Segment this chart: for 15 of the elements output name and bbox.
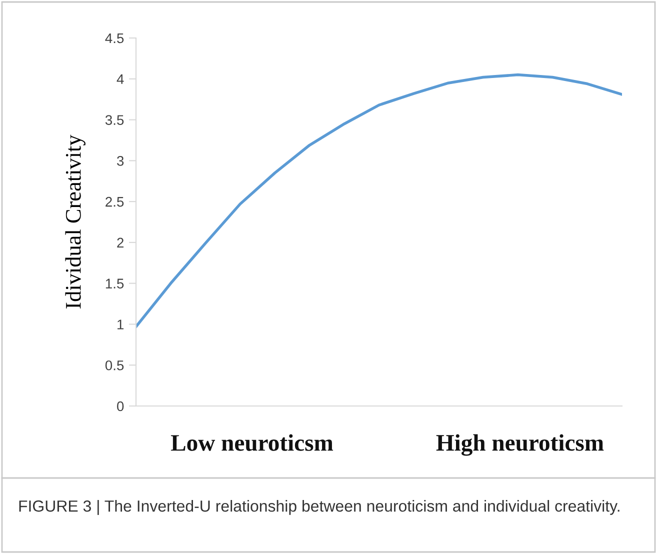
y-tick-label: 0	[117, 401, 124, 412]
y-tick-label: 1	[118, 320, 124, 330]
y-tick-label: 2	[117, 238, 124, 248]
y-tick-label: 2.5	[106, 196, 124, 207]
y-axis-title: Idividual Creativity	[65, 134, 86, 309]
y-tick-label: 1.5	[106, 278, 124, 289]
y-tick-label: 3	[117, 156, 124, 166]
text: High neuroticsm	[436, 434, 604, 456]
y-tick-label: 4	[116, 74, 124, 84]
y-tick-label: 3.5	[105, 115, 124, 125]
text: Low neuroticsm	[170, 434, 334, 451]
y-tick-label: 4.5	[105, 33, 124, 44]
y-tick-label: 0.5	[105, 360, 124, 370]
line-series	[136, 73, 622, 328]
caption: FIGURE 3 | The Inverted-U relationship between neuroticism and individual creativity.	[19, 500, 620, 515]
